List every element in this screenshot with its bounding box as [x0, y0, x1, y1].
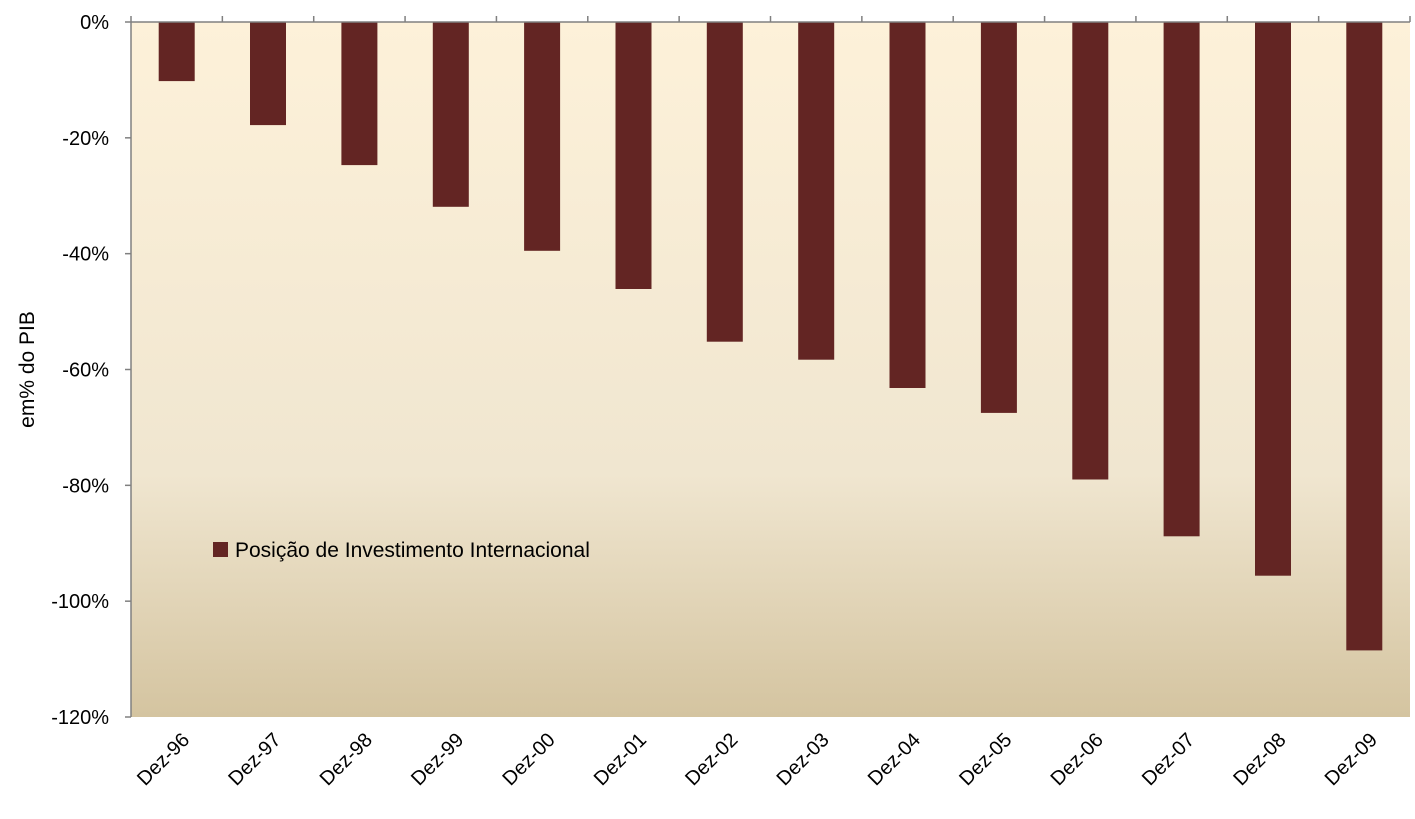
bar-dez-99 — [432, 22, 469, 207]
y-tick-label: -40% — [62, 244, 109, 266]
bar-dez-04 — [889, 22, 926, 388]
x-tick-label: Dez-98 — [316, 729, 377, 790]
y-tick-labels: 0% -20% -40% -60% -80% -100% -120% — [51, 12, 109, 729]
x-tick-label: Dez-06 — [1047, 729, 1108, 790]
legend-swatch — [213, 542, 228, 557]
y-tick-label: -100% — [51, 591, 109, 613]
legend: Posição de Investimento Internacional — [213, 539, 590, 562]
bar-dez-02 — [706, 22, 743, 342]
x-tick-label: Dez-03 — [773, 729, 834, 790]
axes-layer — [125, 16, 1411, 718]
bars-layer — [158, 22, 1383, 651]
y-axis-title: em% do PIB — [16, 311, 39, 428]
y-tick-label: -80% — [62, 475, 109, 497]
x-tick-label: Dez-99 — [407, 729, 468, 790]
bar-dez-00 — [524, 22, 561, 251]
x-tick-label: Dez-00 — [498, 729, 559, 790]
bar-dez-09 — [1346, 22, 1383, 651]
bar-dez-98 — [341, 22, 378, 166]
y-tick-label: 0% — [80, 12, 109, 34]
x-tick-label: Dez-05 — [955, 729, 1016, 790]
bar-dez-03 — [798, 22, 835, 360]
x-tick-label: Dez-96 — [133, 729, 194, 790]
bar-dez-07 — [1163, 22, 1200, 537]
x-tick-label: Dez-04 — [864, 729, 925, 790]
bar-dez-06 — [1072, 22, 1109, 480]
y-tick-label: -60% — [62, 360, 109, 382]
bar-dez-05 — [980, 22, 1017, 413]
x-tick-label: Dez-97 — [224, 729, 285, 790]
bar-dez-97 — [250, 22, 286, 126]
bar-dez-01 — [615, 22, 652, 289]
x-tick-label: Dez-09 — [1321, 729, 1382, 790]
x-tick-labels: Dez-96 Dez-97 Dez-98 Dez-99 Dez-00 Dez-01 Dez-… — [133, 729, 1382, 790]
x-tick-label: Dez-08 — [1229, 729, 1290, 790]
x-tick-label: Dez-02 — [681, 729, 742, 790]
bar-dez-96 — [158, 22, 195, 82]
plot-area — [131, 22, 1410, 717]
bar-dez-08 — [1255, 22, 1291, 576]
x-tick-label: Dez-01 — [590, 729, 651, 790]
y-tick-label: -120% — [51, 707, 109, 729]
legend-label: Posição de Investimento Internacional — [235, 539, 590, 562]
y-tick-label: -20% — [62, 128, 109, 150]
x-tick-label: Dez-07 — [1138, 729, 1199, 790]
